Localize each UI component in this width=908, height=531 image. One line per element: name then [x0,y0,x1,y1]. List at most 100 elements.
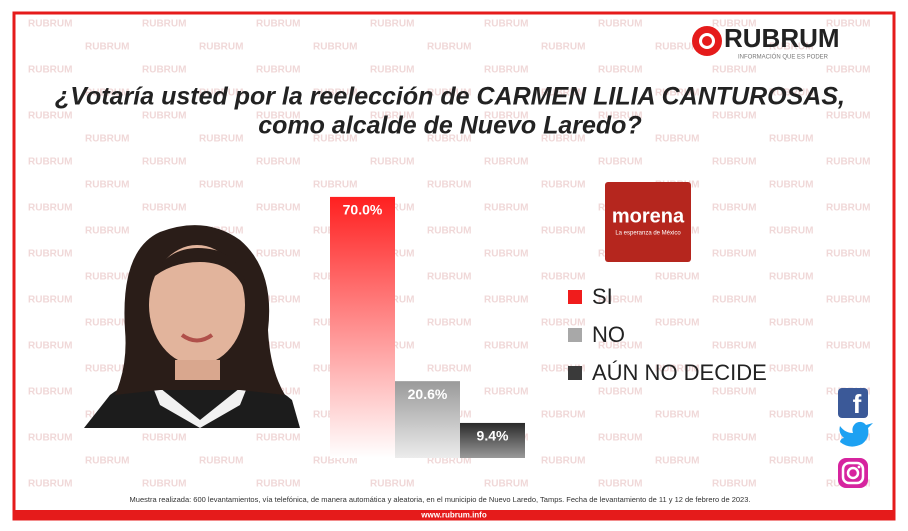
watermark: RUBRUM [427,180,471,191]
watermark: RUBRUM [712,433,756,444]
watermark: RUBRUM [313,42,357,53]
watermark: RUBRUM [313,180,357,191]
legend-label: SI [592,284,613,309]
watermark: RUBRUM [484,295,528,306]
footnote: Muestra realizada: 600 levantamientos, v… [130,495,751,504]
watermark: RUBRUM [826,19,870,30]
watermark: RUBRUM [28,295,72,306]
watermark: RUBRUM [541,88,585,99]
watermark: RUBRUM [598,157,642,168]
watermark: RUBRUM [769,410,813,421]
watermark: RUBRUM [769,134,813,145]
watermark: RUBRUM [712,111,756,122]
watermark: RUBRUM [541,226,585,237]
watermark: RUBRUM [313,456,357,467]
watermark: RUBRUM [28,433,72,444]
watermark: RUBRUM [826,341,870,352]
watermark: RUBRUM [712,387,756,398]
candidate-photo [84,225,300,428]
watermark: RUBRUM [427,318,471,329]
watermark: RUBRUM [142,65,186,76]
watermark: RUBRUM [484,19,528,30]
watermark: RUBRUM [541,272,585,283]
watermark: RUBRUM [85,456,129,467]
watermark: RUBRUM [28,479,72,490]
watermark: RUBRUM [427,42,471,53]
watermark: RUBRUM [655,318,699,329]
watermark: RUBRUM [484,249,528,260]
watermark: RUBRUM [484,387,528,398]
value-label: 70.0% [343,202,383,218]
logo-mark [702,36,712,46]
watermark: RUBRUM [826,249,870,260]
watermark: RUBRUM [427,364,471,375]
watermark: RUBRUM [85,226,129,237]
watermark: RUBRUM [541,364,585,375]
watermark: RUBRUM [769,226,813,237]
watermark: RUBRUM [484,341,528,352]
watermark: RUBRUM [142,433,186,444]
watermark: RUBRUM [769,456,813,467]
footer-band [14,510,894,520]
watermark: RUBRUM [484,203,528,214]
legend-swatch [568,328,582,342]
watermark: RUBRUM [370,65,414,76]
watermark: RUBRUM [199,180,243,191]
party-logo-tagline: La esperanza de México [615,231,681,237]
legend-swatch [568,366,582,380]
watermark: RUBRUM [655,410,699,421]
bar [460,422,525,458]
watermark: RUBRUM [655,42,699,53]
watermark: RUBRUM [256,249,300,260]
watermark: RUBRUM [655,134,699,145]
watermark: RUBRUM [655,456,699,467]
watermark: RUBRUM [598,433,642,444]
watermark: RUBRUM [370,479,414,490]
value-label: 20.6% [408,386,448,402]
chart-title: como alcalde de Nuevo Laredo? [258,112,641,140]
watermark: RUBRUM [199,42,243,53]
watermark: RUBRUM [826,157,870,168]
twitter-icon [839,421,873,447]
svg-text:f: f [853,389,862,419]
bar [395,381,460,458]
watermark: RUBRUM [142,19,186,30]
watermark: RUBRUM [199,456,243,467]
watermark: RUBRUM [142,479,186,490]
watermark: RUBRUM [427,88,471,99]
watermark: RUBRUM [28,387,72,398]
watermark: RUBRUM [484,479,528,490]
watermark: RUBRUM [256,65,300,76]
watermark: RUBRUM [370,19,414,30]
instagram-icon [838,458,868,488]
watermark: RUBRUM [541,410,585,421]
watermark: RUBRUM [655,272,699,283]
watermark: RUBRUM [85,88,129,99]
watermark: RUBRUM [427,456,471,467]
watermark: RUBRUM [28,111,72,122]
watermark: RUBRUM [28,203,72,214]
watermark: RUBRUM [28,249,72,260]
watermark: RUBRUM [85,318,129,329]
watermark: RUBRUM [427,272,471,283]
logo-tagline: INFORMACIÓN QUE ES PODER [738,54,829,61]
watermark: RUBRUM [769,364,813,375]
watermark: RUBRUM [313,134,357,145]
watermark: RUBRUM [370,157,414,168]
watermark: RUBRUM [655,364,699,375]
watermark: RUBRUM [712,479,756,490]
watermark: RUBRUM [541,134,585,145]
watermark: RUBRUM [256,157,300,168]
watermark: RUBRUM [826,65,870,76]
watermark: RUBRUM [769,180,813,191]
watermark: RUBRUM [598,111,642,122]
watermark: RUBRUM [256,433,300,444]
watermark: RUBRUM [142,203,186,214]
watermark: RUBRUM [712,341,756,352]
watermark: RUBRUM [142,157,186,168]
watermark: RUBRUM [199,134,243,145]
watermark: RUBRUM [655,88,699,99]
watermark: RUBRUM [712,157,756,168]
watermark: RUBRUM [769,42,813,53]
watermark: RUBRUM [85,42,129,53]
